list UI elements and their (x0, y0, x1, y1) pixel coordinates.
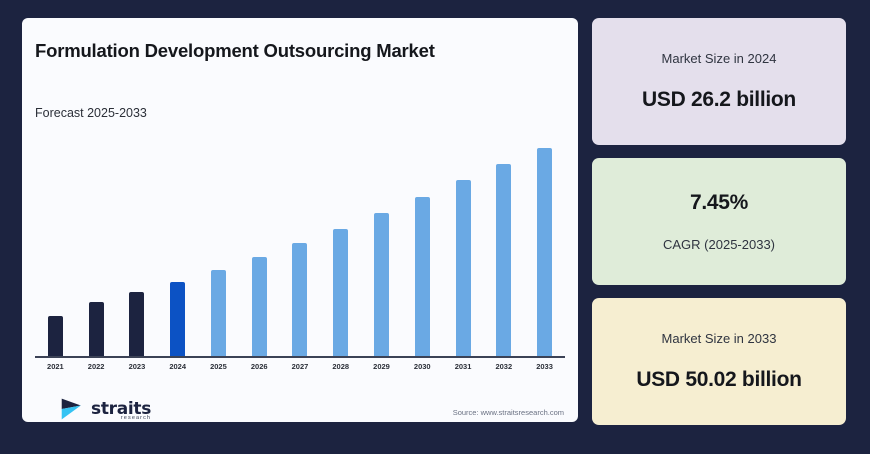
bar-2023 (129, 292, 145, 358)
bar-2024 (170, 282, 186, 358)
bar-2026 (251, 257, 267, 358)
bar-slot (280, 128, 321, 358)
bar-slot (361, 128, 402, 358)
straits-arrow-logo-icon (61, 398, 81, 420)
bar-2027 (292, 243, 308, 358)
chart-subtitle: Forecast 2025-2033 (35, 106, 147, 120)
bar-slot (157, 128, 198, 358)
bar-slot (198, 128, 239, 358)
x-tick-2022: 2022 (87, 362, 105, 371)
bar-slot (117, 128, 158, 358)
stat-card-value: USD 50.02 billion (636, 368, 802, 391)
x-tick-2027: 2027 (291, 362, 309, 371)
stat-card-label: Market Size in 2024 (661, 51, 777, 66)
straits-research-logo: straits research (60, 396, 151, 422)
bar-slot (524, 128, 565, 358)
logo-tagline: research (120, 414, 152, 421)
stat-card-2: 7.45% CAGR (2025-2033) (592, 158, 846, 285)
bar-slot (35, 128, 76, 358)
x-tick-2026: 2026 (250, 362, 268, 371)
x-axis-line (35, 356, 565, 358)
bar-2031 (455, 180, 471, 358)
bar-slot (483, 128, 524, 358)
stat-card-label: Market Size in 2033 (661, 331, 777, 346)
x-tick-2025: 2025 (210, 362, 227, 371)
x-tick-2028: 2028 (332, 362, 350, 371)
bar-slot (76, 128, 117, 358)
bar-series (35, 128, 565, 358)
bar-slot (239, 128, 280, 358)
stat-card-label: CAGR (2025-2033) (663, 237, 775, 252)
source-attribution: Source: www.straitsresearch.com (452, 408, 564, 417)
bar-2022 (88, 302, 104, 358)
stat-card-value: USD 26.2 billion (642, 88, 796, 111)
x-tick-2029: 2029 (373, 362, 390, 371)
x-tick-2024: 2024 (169, 362, 187, 371)
x-tick-2023: 2023 (128, 362, 146, 371)
x-tick-2033: 2033 (536, 362, 553, 371)
page-title: Formulation Development Outsourcing Mark… (35, 40, 435, 61)
bar-slot (402, 128, 443, 358)
x-tick-2021: 2021 (47, 362, 64, 371)
bar-2029 (374, 213, 389, 358)
bar-2028 (333, 229, 349, 358)
x-tick-2032: 2032 (495, 362, 513, 371)
logo-wordmark: straits (91, 398, 152, 419)
x-axis-tick-labels: 2021 2022 2023 2024 2025 2026 2027 2028 2029 2030… (35, 362, 565, 371)
x-tick-2031: 2031 (454, 362, 472, 371)
stat-card-3: Market Size in 2033 USD 50.02 billion (592, 298, 846, 425)
bar-2030 (414, 197, 430, 358)
bar-2032 (496, 164, 512, 358)
stat-card-value: 7.45% (689, 191, 749, 214)
x-tick-2030: 2030 (413, 362, 431, 371)
bar-2025 (210, 270, 226, 358)
bar-chart-plot-area (35, 128, 565, 358)
bar-slot (320, 128, 361, 358)
bar-slot (443, 128, 484, 358)
chart-panel: Formulation Development Outsourcing Mark… (22, 18, 578, 422)
bar-2021 (47, 316, 63, 358)
stat-card-list: Market Size in 2024 USD 26.2 billion 7.45%… (592, 18, 846, 425)
bar-2033 (537, 148, 553, 358)
stat-card-1: Market Size in 2024 USD 26.2 billion (592, 18, 846, 145)
